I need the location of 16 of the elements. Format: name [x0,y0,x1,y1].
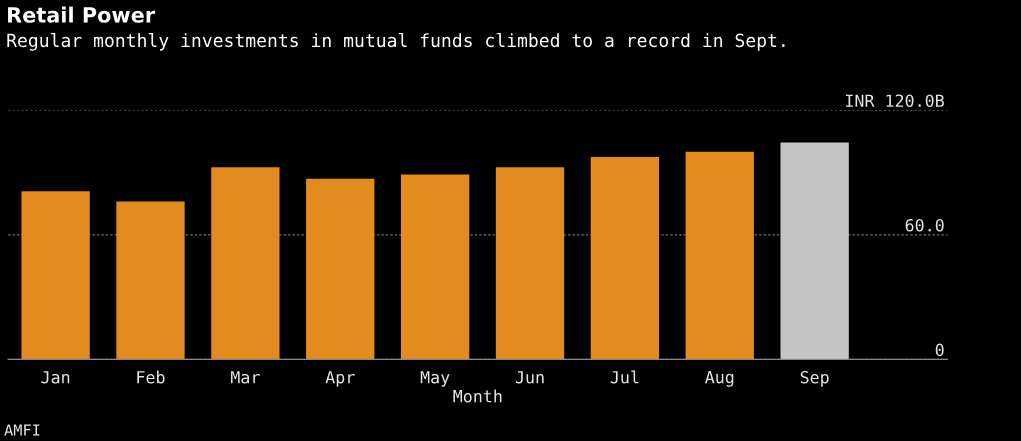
y-tick-label: 60.0 [905,219,944,232]
x-tick-label: Mar [231,371,260,384]
x-tick-label: May [420,371,450,387]
x-tick-label: Sep [800,370,829,387]
x-tick-label: Jul [610,370,639,384]
x-tick-label: Aug [705,371,734,387]
x-tick-label: Jun [515,371,544,384]
x-axis-title: Month [453,389,502,403]
y-tick-label: INR 120.0B [846,94,944,108]
text: AMFI [4,424,40,436]
x-tick-label: Feb [137,370,165,384]
x-tick-label: Jan [41,371,70,384]
chart-subtitle: Regular monthly investments in mutual funds climbed to a record in Sept. [7,33,785,51]
x-tick-label: Apr [325,371,355,387]
y-tick-label: 0 [935,343,944,357]
chart-title: Retail Power [8,6,156,23]
